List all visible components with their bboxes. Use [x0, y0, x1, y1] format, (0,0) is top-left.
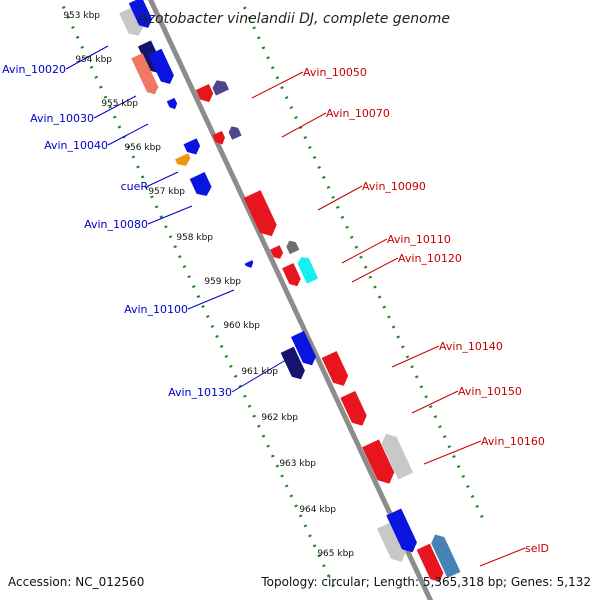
gene-layer [119, 0, 461, 582]
kbp-tick-label: 959 kbp [204, 277, 241, 287]
gene-7 [212, 80, 230, 96]
leader-line [411, 390, 459, 414]
kbp-tick-label: 958 kbp [176, 233, 213, 243]
kbp-tick-label: 964 kbp [299, 505, 336, 515]
gene-6 [195, 83, 214, 103]
gene-13 [243, 190, 277, 237]
leader-line [187, 289, 235, 310]
kbp-tick-label: 956 kbp [124, 143, 161, 153]
gene-18 [297, 257, 319, 284]
leader-line [351, 257, 399, 283]
kbp-scale: 953 kbp 954 kbp 955 kbp 956 kbp 957 kbp 958 k… [63, 11, 354, 559]
gene-16 [286, 240, 300, 255]
gene-11 [183, 138, 201, 155]
leader-line [147, 171, 179, 187]
gene-17 [282, 263, 301, 287]
leader-line [317, 185, 363, 211]
gene-24 [381, 433, 414, 480]
kbp-tick-label: 963 kbp [279, 459, 316, 469]
gene-3 [131, 53, 159, 95]
gene-9 [228, 126, 242, 140]
leader-line [341, 238, 388, 264]
kbp-tick-label: 955 kbp [101, 99, 138, 109]
kbp-tick-label: 954 kbp [75, 55, 112, 65]
gene-22 [340, 390, 367, 426]
gene-5 [166, 97, 178, 110]
leader-line [479, 547, 526, 567]
leader-line [391, 345, 440, 368]
gene-label-avin_10020[interactable]: Avin_10020 [2, 63, 66, 76]
gene-27 [416, 543, 444, 582]
gene-label-avin_10130[interactable]: Avin_10130 [168, 386, 232, 399]
gene-4 [148, 48, 174, 85]
accession-text: Accession: NC_012560 [8, 575, 144, 589]
kbp-tick-label: 962 kbp [261, 413, 298, 423]
kbp-tick-label: 961 kbp [241, 367, 278, 377]
leader-lines [65, 45, 526, 567]
gene-8 [212, 130, 225, 145]
leader-line [65, 45, 109, 70]
leader-line [251, 71, 304, 99]
topology-text: Topology: circular; Length: 5,365,318 bp… [260, 575, 591, 589]
gene-label-cuer[interactable]: cueR [121, 180, 149, 193]
gene-10 [175, 153, 191, 166]
gene-23 [362, 439, 395, 484]
kbp-tick-label: 957 kbp [148, 187, 185, 197]
dotted-guide-line [61, 5, 335, 588]
leader-line [281, 112, 327, 138]
gene-label-avin_10140[interactable]: Avin_10140 [439, 340, 503, 353]
gene-21 [321, 351, 349, 386]
leader-line [93, 95, 137, 119]
gene-label-avin_10050[interactable]: Avin_10050 [303, 66, 367, 79]
dotted-guide-layer [61, 0, 484, 588]
gene-1 [128, 0, 153, 28]
gene-label-avin_10150[interactable]: Avin_10150 [458, 385, 522, 398]
leader-line [423, 440, 482, 465]
gene-14 [244, 260, 254, 268]
kbp-tick-label: 965 kbp [317, 549, 354, 559]
leader-line [107, 123, 149, 146]
kbp-tick-label: 960 kbp [223, 321, 260, 331]
gene-20 [290, 330, 317, 366]
gene-labels: Avin_10020 Avin_10030 Avin_10040 cueR Avin_1… [2, 63, 549, 555]
gene-19 [280, 346, 305, 380]
leader-line [147, 205, 193, 225]
kbp-tick-label: 953 kbp [63, 11, 100, 21]
gene-25 [376, 521, 406, 562]
genome-title: Azotobacter vinelandii DJ, complete geno… [137, 11, 450, 27]
gene-label-avin_10080[interactable]: Avin_10080 [84, 218, 148, 231]
dotted-guide-line [239, 0, 484, 518]
gene-label-avin_10090[interactable]: Avin_10090 [362, 180, 426, 193]
gene-26 [386, 508, 417, 553]
gene-12 [189, 172, 212, 196]
gene-28 [431, 534, 461, 578]
gene-label-avin_10070[interactable]: Avin_10070 [326, 107, 390, 120]
gene-label-avin_10030[interactable]: Avin_10030 [30, 112, 94, 125]
gene-label-avin_10100[interactable]: Avin_10100 [124, 303, 188, 316]
genome-backbone [147, 0, 434, 600]
gene-label-seld[interactable]: selD [525, 542, 549, 555]
gene-label-avin_10110[interactable]: Avin_10110 [387, 233, 451, 246]
gene-label-avin_10120[interactable]: Avin_10120 [398, 252, 462, 265]
gene-label-avin_10040[interactable]: Avin_10040 [44, 139, 108, 152]
gene-15 [270, 245, 284, 259]
gene-label-avin_10160[interactable]: Avin_10160 [481, 435, 545, 448]
